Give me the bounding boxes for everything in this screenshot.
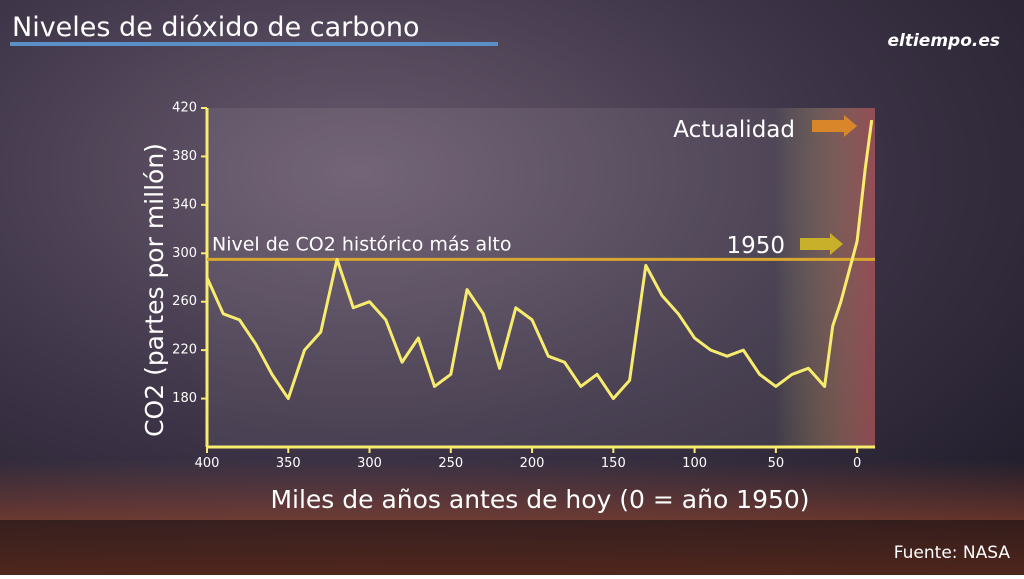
logo: eltiempo.es — [887, 31, 1000, 51]
annotation: Actualidad — [673, 117, 795, 143]
y-tick-label: 300 — [172, 246, 197, 261]
source: Fuente: NASA — [894, 543, 1011, 563]
y-axis-label: CO2 (partes por millón) — [140, 143, 169, 437]
tree-line — [0, 520, 1024, 575]
x-tick-label: 400 — [195, 456, 220, 471]
arrow — [812, 115, 857, 137]
x-tick-label: 150 — [601, 456, 626, 471]
arrow — [800, 233, 843, 255]
x-tick-label: 0 — [853, 456, 861, 471]
y-tick-label: 420 — [172, 101, 197, 116]
x-tick-label: 250 — [438, 456, 463, 471]
title: Niveles de dióxido de carbono — [12, 12, 420, 43]
y-tick-label: 180 — [172, 391, 197, 406]
co2-line — [205, 119, 874, 401]
x-axis-label: Miles de años antes de hoy (0 = año 1950… — [270, 485, 809, 514]
plot-glow — [207, 108, 875, 447]
x-tick-label: 100 — [682, 456, 707, 471]
y-tick-label: 340 — [172, 197, 197, 212]
y-tick-label: 380 — [172, 149, 197, 164]
y-tick-label: 260 — [172, 294, 197, 309]
x-tick-label: 50 — [768, 456, 785, 471]
x-tick-label: 300 — [357, 456, 382, 471]
title-underline — [10, 42, 498, 46]
reference-label: Nivel de CO2 histórico más alto — [212, 233, 511, 255]
x-tick-label: 350 — [276, 456, 301, 471]
annotation: 1950 — [726, 233, 785, 259]
y-tick-label: 220 — [172, 343, 197, 358]
x-tick-label: 200 — [520, 456, 545, 471]
